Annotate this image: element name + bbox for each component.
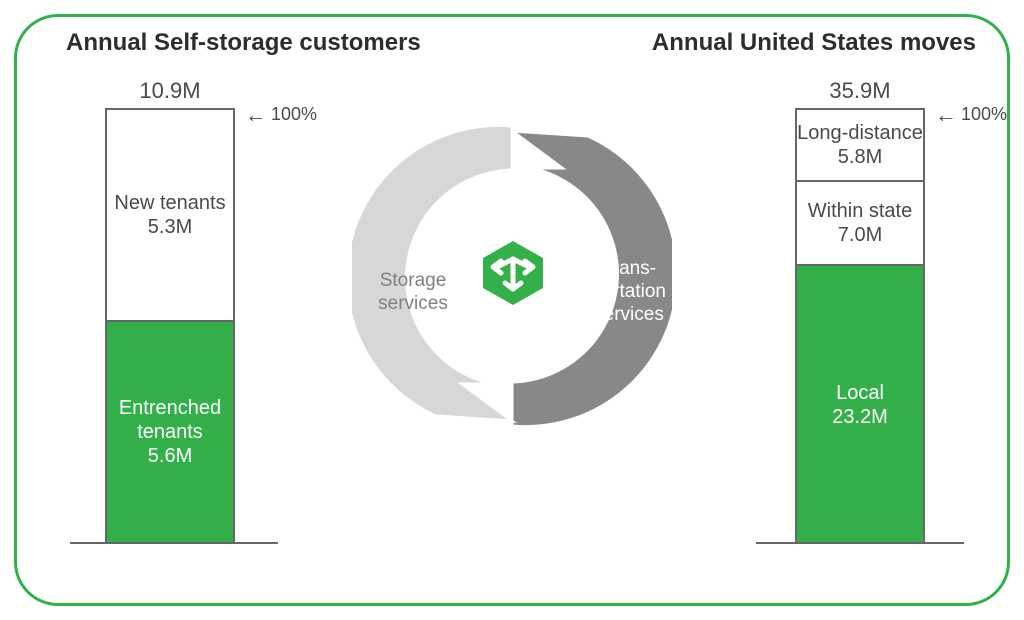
segment-label: New tenants: [114, 191, 225, 215]
segment-value: 5.8M: [838, 145, 882, 169]
segment-value: 7.0M: [838, 223, 882, 247]
cycle-right-label-line2: portation: [592, 281, 666, 302]
arrow-left-icon: ←: [935, 102, 957, 128]
bar-segment: Long-distance5.8M: [797, 110, 923, 180]
right-baseline: [756, 542, 964, 544]
right-bar-total: 35.9M: [795, 78, 925, 104]
segment-label: Long-distance: [797, 121, 923, 145]
bar-segment: Within state7.0M: [797, 180, 923, 264]
bar-segment: Local23.2M: [797, 264, 923, 543]
right-100pct-arrow: ←100%: [935, 102, 1007, 128]
cycle-left-label-line1: Storage: [380, 270, 447, 291]
cycle-right-label-line3: services: [594, 304, 664, 325]
bar-segment: New tenants5.3M: [107, 110, 233, 320]
left-100pct-arrow: ←100%: [245, 102, 317, 128]
bar-segment: Entrenched tenants5.6M: [107, 320, 233, 542]
left-bar: New tenants5.3MEntrenched tenants5.6M: [105, 108, 235, 542]
segment-value: 5.3M: [148, 215, 192, 239]
cycle-left-label-line2: services: [378, 293, 448, 314]
right-100pct-label: 100%: [961, 104, 1007, 124]
segment-value: 23.2M: [832, 405, 888, 429]
box-hex-icon: [477, 237, 549, 309]
segment-label: Local: [836, 381, 884, 405]
cycle-left-label: Storage services: [358, 270, 468, 316]
right-bar: Long-distance5.8MWithin state7.0MLocal23…: [795, 108, 925, 542]
left-100pct-label: 100%: [271, 104, 317, 124]
cycle-right-label-line1: Trans-: [602, 258, 656, 279]
left-baseline: [70, 542, 278, 544]
arrow-left-icon: ←: [245, 102, 267, 128]
cycle-right-label: Trans- portation services: [574, 258, 684, 326]
segment-label: Entrenched tenants: [107, 396, 233, 444]
segment-value: 5.6M: [148, 444, 192, 468]
left-bar-total: 10.9M: [105, 78, 235, 104]
right-chart-title: Annual United States moves: [652, 29, 976, 57]
left-chart-title: Annual Self-storage customers: [66, 29, 421, 57]
segment-label: Within state: [808, 199, 912, 223]
